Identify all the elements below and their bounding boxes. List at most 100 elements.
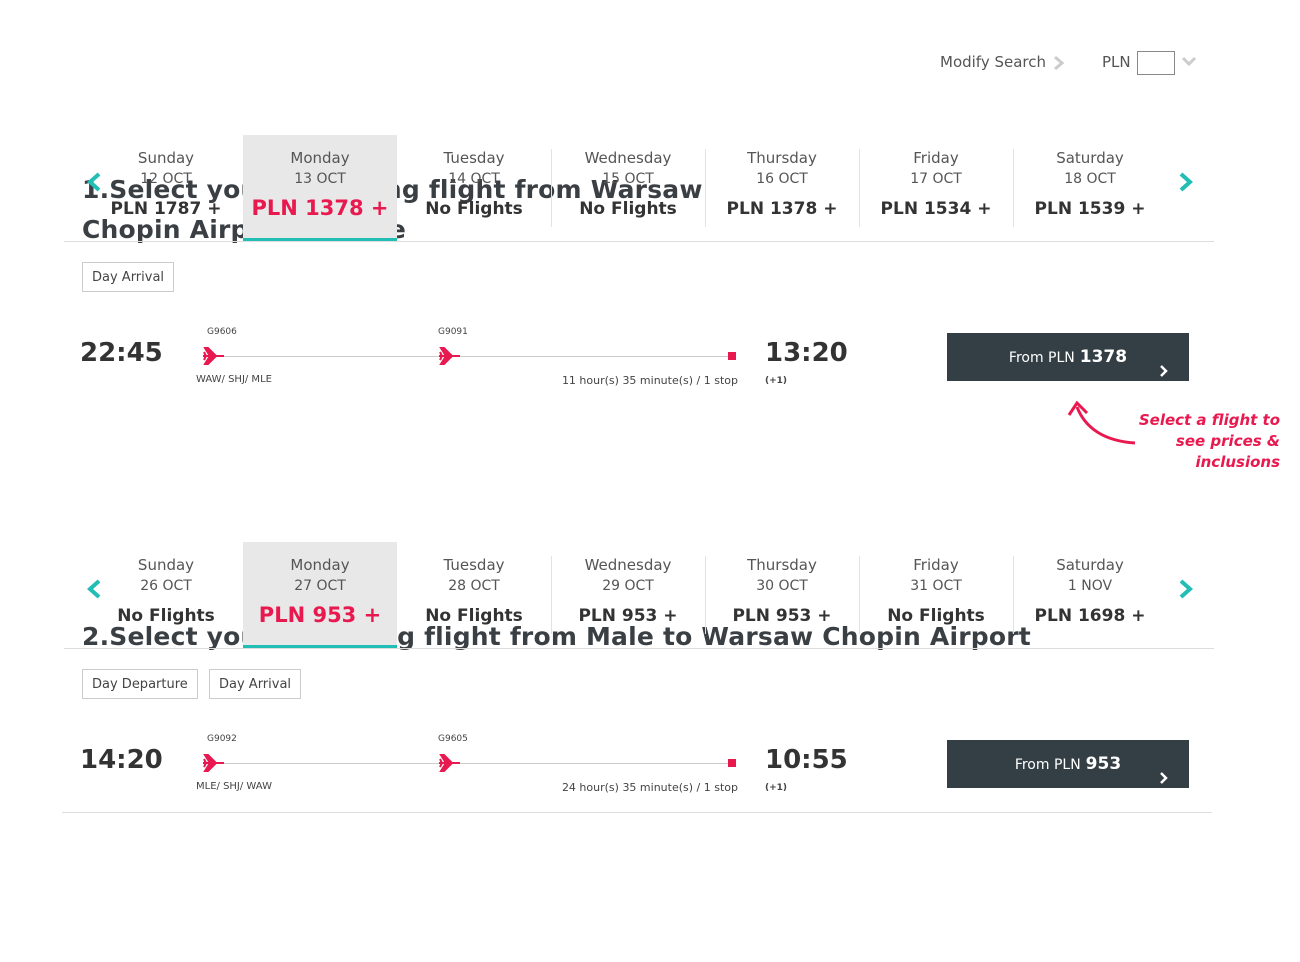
separator bbox=[705, 556, 706, 634]
button-chevron bbox=[1159, 757, 1169, 784]
day-price: No Flights bbox=[579, 199, 677, 219]
day-date: 26 OCT bbox=[140, 578, 192, 594]
day-price: PLN 1534 + bbox=[880, 199, 992, 219]
day-price: No Flights bbox=[425, 199, 523, 219]
day-tab[interactable]: Thursday 30 OCT PLN 953 + bbox=[705, 542, 859, 649]
currency-label: PLN bbox=[1102, 53, 1131, 71]
day-tab[interactable]: Sunday 26 OCT No Flights bbox=[89, 542, 243, 649]
section-title: 2.Select your returning flight from Male… bbox=[82, 622, 1031, 651]
separator bbox=[859, 556, 860, 634]
plane bbox=[203, 754, 224, 772]
depart-time: 14:20 bbox=[80, 745, 163, 775]
route-line bbox=[212, 356, 732, 357]
duration: 11 hour(s) 35 minute(s) / 1 stop bbox=[561, 374, 738, 387]
divider bbox=[64, 241, 1214, 242]
day-name: Friday bbox=[913, 149, 959, 167]
day-price: PLN 1539 + bbox=[1034, 199, 1146, 219]
day-date: 13 OCT bbox=[294, 171, 346, 187]
day-price: PLN 1787 + bbox=[110, 199, 222, 219]
divider bbox=[64, 648, 1214, 649]
day-date: 27 OCT bbox=[294, 578, 346, 594]
flight-section: 2.Select your returning flight from Male… bbox=[0, 542, 1300, 962]
day-price: PLN 953 + bbox=[578, 606, 678, 626]
plane-icon bbox=[438, 346, 462, 366]
arrive-time: 13:20 bbox=[765, 338, 848, 368]
separator bbox=[551, 149, 552, 227]
annotation-arrow bbox=[1067, 400, 1136, 445]
button-price: 953 bbox=[1085, 754, 1122, 774]
day-date: 16 OCT bbox=[756, 171, 808, 187]
separator bbox=[859, 149, 860, 227]
button-prefix: From PLN bbox=[1008, 350, 1075, 366]
depart-time: 22:45 bbox=[80, 338, 163, 368]
day-date: 29 OCT bbox=[602, 578, 654, 594]
day-name: Saturday bbox=[1056, 556, 1124, 574]
day-tab[interactable]: Wednesday 29 OCT PLN 953 + bbox=[551, 542, 705, 649]
day-tab[interactable]: Tuesday 28 OCT No Flights bbox=[397, 542, 551, 649]
day-name: Monday bbox=[290, 556, 350, 574]
day-price: No Flights bbox=[887, 606, 985, 626]
plane-icon bbox=[202, 753, 226, 773]
plane-icon bbox=[438, 753, 462, 773]
button-price: 1378 bbox=[1079, 347, 1128, 367]
day-date: 17 OCT bbox=[910, 171, 962, 187]
day-date: 14 OCT bbox=[448, 171, 500, 187]
filter-button[interactable]: Day Arrival bbox=[82, 262, 175, 292]
prev-arrow[interactable] bbox=[86, 578, 102, 600]
day-tab[interactable]: Thursday 16 OCT PLN 1378 + bbox=[705, 135, 859, 242]
prev-arrow[interactable] bbox=[86, 171, 102, 193]
day-name: Wednesday bbox=[584, 556, 672, 574]
day-tab[interactable]: Wednesday 15 OCT No Flights bbox=[551, 135, 705, 242]
divider bbox=[62, 812, 1212, 813]
day-name: Tuesday bbox=[443, 556, 505, 574]
day-tab[interactable]: Saturday 18 OCT PLN 1539 + bbox=[1013, 135, 1167, 242]
next-day: (+1) bbox=[765, 376, 788, 386]
modify-search[interactable]: Modify Search bbox=[940, 53, 1047, 71]
day-tab[interactable]: Saturday 1 NOV PLN 1698 + bbox=[1013, 542, 1167, 649]
plane bbox=[203, 347, 224, 365]
filter-button[interactable]: Day Arrival bbox=[209, 669, 302, 699]
day-name: Sunday bbox=[137, 149, 195, 167]
day-tab[interactable]: Monday 13 OCT PLN 1378 + bbox=[243, 135, 397, 242]
day-name: Friday bbox=[913, 556, 959, 574]
day-date: 31 OCT bbox=[910, 578, 962, 594]
flight-section: 1.Select your departing flight from Wars… bbox=[0, 135, 1300, 555]
dropdown-arrow[interactable] bbox=[1181, 56, 1197, 68]
select-flight-button[interactable]: From PLN 953 bbox=[947, 740, 1189, 788]
day-price: PLN 1378 + bbox=[726, 199, 838, 219]
plane bbox=[439, 347, 460, 365]
day-name: Saturday bbox=[1056, 149, 1124, 167]
day-name: Thursday bbox=[747, 149, 817, 167]
next-arrow[interactable] bbox=[1178, 171, 1194, 193]
separator bbox=[1013, 149, 1014, 227]
day-tab[interactable]: Sunday 12 OCT PLN 1787 + bbox=[89, 135, 243, 242]
separator bbox=[551, 556, 552, 634]
filter-button[interactable]: Day Departure bbox=[82, 669, 198, 699]
day-name: Monday bbox=[290, 149, 350, 167]
next-arrow[interactable] bbox=[1178, 578, 1194, 600]
button-prefix: From PLN bbox=[1014, 757, 1081, 773]
arrive-time: 10:55 bbox=[765, 745, 848, 775]
day-price: PLN 1378 + bbox=[251, 196, 389, 220]
plane-icon bbox=[202, 346, 226, 366]
day-tab[interactable]: Friday 31 OCT No Flights bbox=[859, 542, 1013, 649]
leg-code: G9606 bbox=[207, 327, 237, 337]
day-tab[interactable]: Friday 17 OCT PLN 1534 + bbox=[859, 135, 1013, 242]
select-flight-button[interactable]: From PLN 1378 bbox=[947, 333, 1189, 381]
route-line bbox=[212, 763, 732, 764]
day-tab[interactable]: Tuesday 14 OCT No Flights bbox=[397, 135, 551, 242]
day-price: PLN 953 + bbox=[732, 606, 832, 626]
currency-select[interactable] bbox=[1137, 51, 1175, 75]
day-price: PLN 953 + bbox=[258, 603, 382, 627]
annotation: Select a flight to see prices & inclusio… bbox=[1138, 411, 1280, 471]
button-chevron bbox=[1159, 350, 1169, 377]
day-date: 1 NOV bbox=[1067, 578, 1113, 594]
day-tab[interactable]: Monday 27 OCT PLN 953 + bbox=[243, 542, 397, 649]
leg-code: G9091 bbox=[438, 327, 468, 337]
plane bbox=[439, 754, 460, 772]
day-price: No Flights bbox=[425, 606, 523, 626]
duration: 24 hour(s) 35 minute(s) / 1 stop bbox=[561, 781, 738, 794]
day-name: Tuesday bbox=[443, 149, 505, 167]
day-date: 28 OCT bbox=[448, 578, 500, 594]
day-date: 12 OCT bbox=[140, 171, 192, 187]
